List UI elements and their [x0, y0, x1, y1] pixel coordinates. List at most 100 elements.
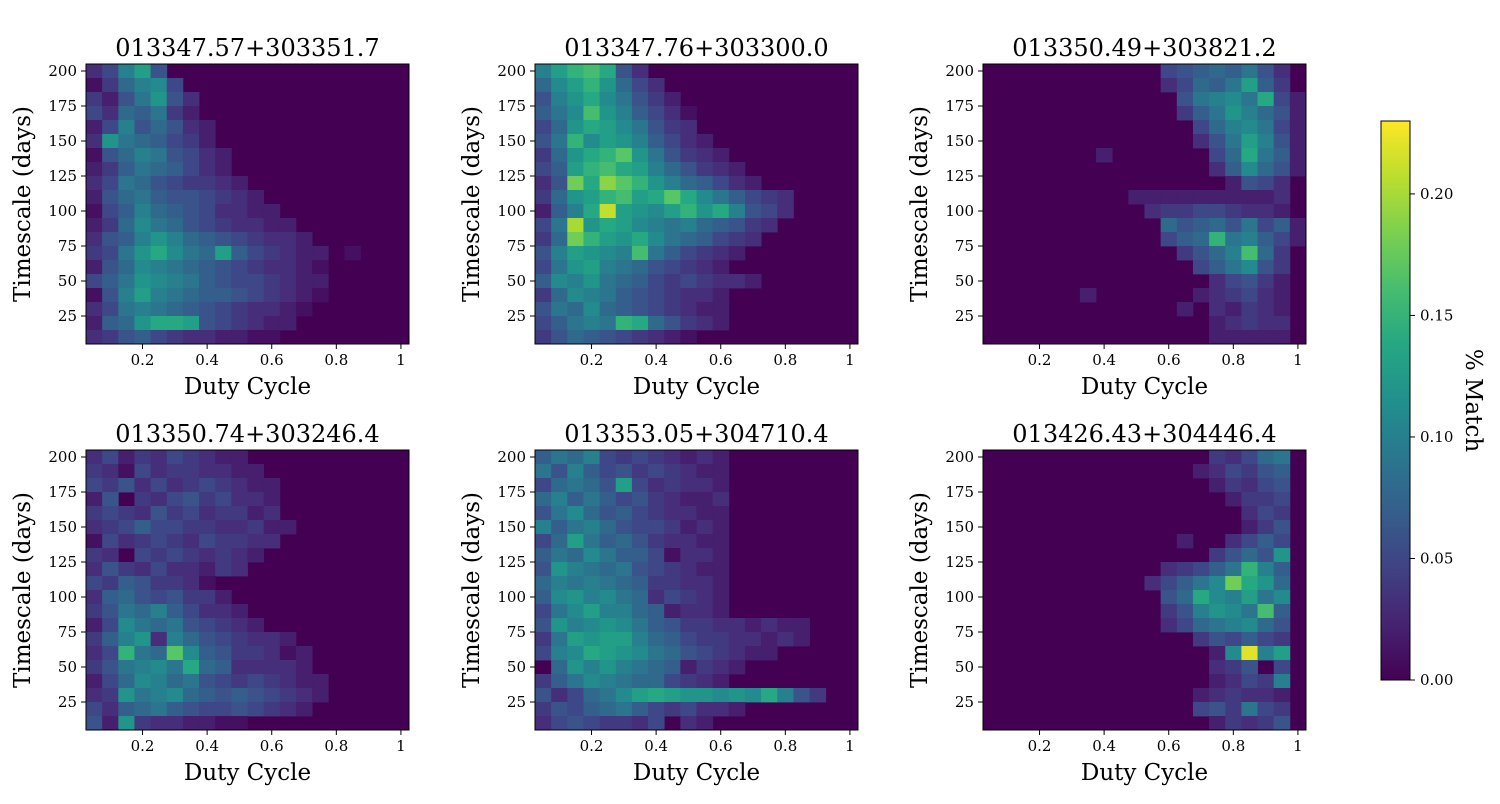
- heatmap-cell: [166, 232, 184, 247]
- heatmap-cell: [712, 246, 730, 261]
- heatmap-cell: [680, 190, 697, 205]
- heatmap-cell: [696, 288, 714, 303]
- heatmap-cell: [631, 302, 649, 317]
- heatmap-cell: [567, 330, 584, 345]
- heatmap-cell: [1241, 674, 1258, 689]
- heatmap-cell: [118, 660, 135, 675]
- heatmap-cell: [86, 232, 103, 247]
- heatmap-cell: [712, 660, 730, 675]
- heatmap-cell: [680, 520, 697, 535]
- heatmap-cell: [535, 702, 552, 717]
- heatmap-cell: [263, 330, 281, 345]
- heatmap-cell: [134, 646, 151, 661]
- heatmap-cell: [1257, 134, 1275, 149]
- y-tick-label: 175: [945, 97, 974, 115]
- heatmap-cell: [631, 548, 649, 563]
- heatmap-cell: [150, 576, 168, 591]
- heatmap-cell: [1160, 78, 1178, 93]
- heatmap-cell: [102, 106, 119, 121]
- heatmap-cell: [247, 688, 265, 703]
- heatmap-cell: [215, 246, 232, 261]
- heatmap-cell: [567, 520, 584, 535]
- heatmap-cell: [551, 78, 568, 93]
- heatmap-cell: [1209, 716, 1226, 731]
- heatmap-cell: [86, 274, 103, 289]
- heatmap-cell: [1192, 618, 1210, 633]
- heatmap-cell: [1241, 702, 1258, 717]
- heatmap-cell: [1241, 218, 1258, 233]
- heatmap-cell: [1192, 702, 1210, 717]
- heatmap-cell: [631, 688, 649, 703]
- heatmap-cell: [86, 688, 103, 703]
- heatmap-cell: [1257, 288, 1275, 303]
- heatmap-cell: [712, 232, 730, 247]
- heatmap-cell: [1273, 176, 1291, 191]
- heatmap-cell: [631, 702, 649, 717]
- heatmap-cell: [150, 120, 168, 135]
- heatmap-cell: [150, 260, 168, 275]
- heatmap-cell: [809, 688, 827, 703]
- heatmap-cell: [247, 218, 265, 233]
- heatmap-cell: [583, 492, 600, 507]
- heatmap-cell: [664, 162, 681, 177]
- heatmap-cell: [215, 316, 232, 331]
- heatmap-cell: [295, 274, 313, 289]
- heatmap-cell: [728, 162, 746, 177]
- heatmap-cell: [1289, 106, 1307, 121]
- colorbar-tick-label: 0.10: [1420, 428, 1453, 446]
- y-axis-label: Timescale (days): [10, 492, 36, 688]
- heatmap-cell: [231, 176, 248, 191]
- heatmap-cell: [166, 176, 184, 191]
- heatmap-cell: [1192, 464, 1210, 479]
- heatmap-cell: [1160, 218, 1178, 233]
- heatmap-cell: [1209, 204, 1226, 219]
- heatmap-cell: [166, 218, 184, 233]
- y-tick-label: 200: [945, 62, 974, 80]
- heatmap-cell: [631, 190, 649, 205]
- heatmap-cell: [567, 204, 584, 219]
- heatmap-cell: [1257, 274, 1275, 289]
- heatmap-cell: [567, 78, 584, 93]
- heatmap-cell: [263, 260, 281, 275]
- heatmap-cell: [1225, 218, 1242, 233]
- heatmap-cell: [664, 120, 681, 135]
- heatmap-cell: [150, 492, 168, 507]
- heatmap-cell: [599, 562, 617, 577]
- heatmap-cell: [696, 674, 714, 689]
- heatmap-cell: [215, 562, 232, 577]
- heatmap-cell: [631, 246, 649, 261]
- heatmap-cell: [199, 604, 216, 619]
- heatmap-cell: [551, 246, 568, 261]
- heatmap-cell: [295, 232, 313, 247]
- x-tick-label: 1: [396, 737, 406, 755]
- heatmap-cell: [712, 618, 730, 633]
- heatmap-cell: [231, 506, 248, 521]
- heatmap-cell: [166, 92, 184, 107]
- heatmap-cell: [567, 562, 584, 577]
- heatmap-cell: [680, 316, 697, 331]
- heatmap-cell: [567, 464, 584, 479]
- heatmap-cell: [1241, 632, 1258, 647]
- heatmap-cell: [599, 162, 617, 177]
- heatmap-cell: [166, 576, 184, 591]
- y-tick-label: 75: [955, 237, 974, 255]
- heatmap-cell: [166, 716, 184, 731]
- heatmap-cell: [583, 246, 600, 261]
- heatmap-cell: [118, 204, 135, 219]
- heatmap-cell: [1209, 218, 1226, 233]
- heatmap-cell: [615, 120, 633, 135]
- x-tick-label: 0.4: [1092, 737, 1116, 755]
- heatmap-cell: [1225, 450, 1242, 465]
- heatmap-cell: [535, 134, 552, 149]
- heatmap-cell: [182, 120, 200, 135]
- heatmap-cell: [631, 288, 649, 303]
- heatmap-cell: [712, 190, 730, 205]
- heatmap-cell: [583, 576, 600, 591]
- heatmap-cell: [150, 716, 168, 731]
- heatmap-cell: [312, 246, 329, 261]
- heatmap-cell: [551, 576, 568, 591]
- heatmap-cell: [583, 218, 600, 233]
- heatmap-cell: [134, 548, 151, 563]
- heatmap-cell: [199, 162, 216, 177]
- heatmap-cell: [279, 232, 297, 247]
